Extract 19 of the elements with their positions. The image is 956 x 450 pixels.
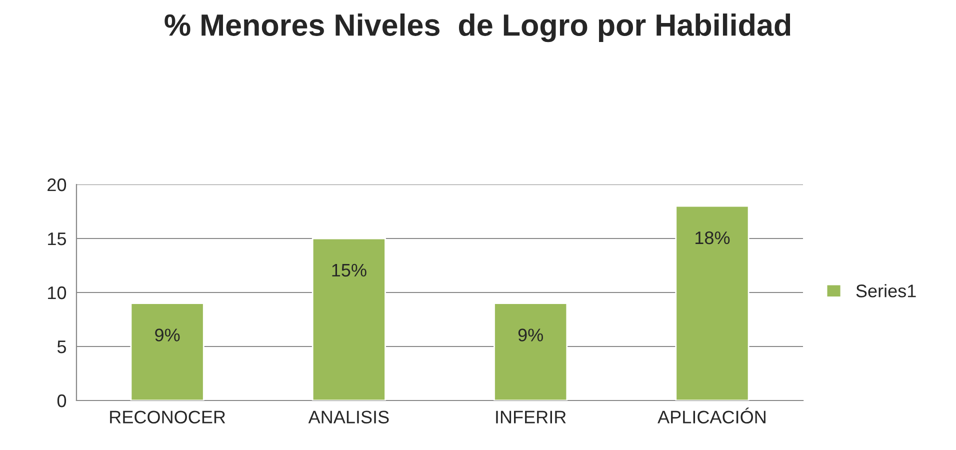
data-label: 18%	[696, 231, 730, 244]
chart-title: % Menores Niveles de Logro por Habilidad	[164, 14, 790, 42]
x-tick-label: INFERIR	[496, 410, 566, 424]
y-tick-label: 15	[48, 232, 66, 246]
bar	[494, 302, 568, 400]
x-tick-label: ANALISIS	[308, 410, 389, 424]
bar	[312, 238, 386, 400]
data-label: 9%	[518, 328, 543, 342]
data-label: 9%	[155, 328, 180, 342]
x-tick-label: APLICACIÓN	[658, 408, 766, 424]
y-tick-label: 5	[57, 340, 66, 354]
y-tick-label: 0	[57, 394, 66, 408]
y-tick-label: 10	[48, 286, 66, 300]
x-tick-label: RECONOCER	[110, 410, 226, 424]
bar	[675, 205, 750, 400]
legend-label: Series1	[856, 284, 916, 298]
y-tick-label: 20	[48, 178, 66, 192]
data-label: 15%	[332, 264, 366, 277]
bar	[130, 302, 204, 400]
